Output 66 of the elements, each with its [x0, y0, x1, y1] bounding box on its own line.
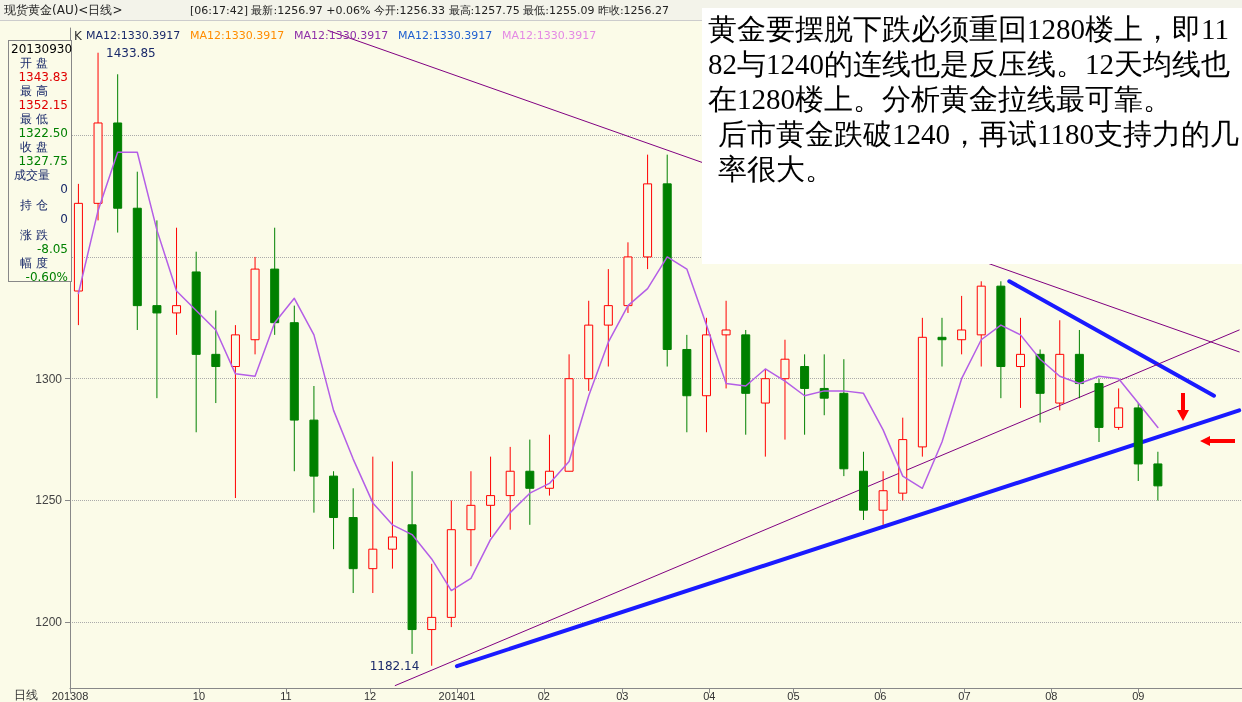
candlestick [387, 461, 397, 570]
text: -8.05 [36, 242, 68, 256]
annotation: 1433.85 [106, 45, 156, 60]
text: 成交量 [14, 168, 50, 182]
y-tick-label: 1250 [35, 493, 63, 508]
candlestick [544, 434, 554, 497]
annotation: 后市黄金跌破1240，再试1180支持力的几率很大。 [717, 117, 1240, 187]
candlestick [368, 456, 378, 594]
text: 现货黄金(AU)<日线> [4, 3, 123, 17]
x-tick-label: 12 [363, 689, 377, 702]
candlestick [1016, 317, 1025, 409]
text: 日线 [14, 688, 38, 702]
x-tick-label: 04 [703, 689, 716, 702]
x-tick-label: 10 [192, 689, 206, 702]
annotation: MA12:1330.3917 [86, 29, 181, 43]
y-tick-label: 1300 [35, 371, 63, 386]
text: 幅 度 [20, 256, 48, 270]
candlestick [525, 439, 535, 526]
x-tick-label: 11 [280, 689, 292, 702]
candlestick [957, 295, 967, 355]
annotation: 黄金要摆脱下跌必须重回1280楼上，即1182与1240的连线也是反压线。12天均线也在1280楼上。分析黄金拉线最可靠。 [708, 12, 1231, 117]
x-tick-label: 08 [1045, 689, 1058, 702]
candlestick [878, 470, 888, 526]
x-tick-label: 07 [958, 689, 971, 702]
text: 1352.15 [18, 98, 68, 112]
note-panel: 黄金要摆脱下跌必须重回1280楼上，即1182与1240的连线也是反压线。12天均线也在1280楼上。分析黄金拉线最可靠。 后市黄金跌破1240，再试1180支持力的几率很大。 [702, 8, 1242, 264]
text: 最 高 [20, 84, 48, 98]
candlestick [211, 310, 221, 404]
x-tick-label: 09 [1132, 689, 1145, 702]
annotation: MA12:1330.3917 [190, 29, 285, 43]
annotation: 1182.14 [369, 658, 420, 673]
text: 最 低 [20, 112, 48, 126]
x-tick-label: 201401 [438, 689, 476, 702]
annotation: 20130930 [11, 42, 73, 56]
annotation: K [74, 29, 82, 43]
x-tick-label: 02 [537, 689, 550, 702]
annotation: MA12:1330.3917 [502, 29, 597, 43]
candlestick [780, 339, 790, 441]
text: [06:17:42] 最新:1256.97 +0.06% 今开:1256.33 最高:1257.75 最低:1255.09 昨收:1256.27 [190, 4, 670, 18]
y-tick-label: 1200 [35, 615, 63, 630]
text: 0 [60, 182, 68, 196]
text: 1327.75 [18, 154, 68, 168]
annotation: MA12:1330.3917 [398, 29, 493, 43]
text: 1343.83 [18, 70, 68, 84]
x-tick-label: 05 [787, 689, 800, 702]
candlestick [1114, 387, 1124, 431]
candlestick [152, 219, 162, 399]
text: 涨 跌 [20, 228, 48, 242]
candlestick [1153, 451, 1163, 501]
candlestick [721, 300, 731, 389]
text: 开 盘 [20, 56, 48, 70]
candlestick [486, 456, 496, 538]
x-tick-label: 03 [616, 689, 629, 702]
text: 1322.50 [18, 126, 68, 140]
text: 0 [60, 212, 68, 226]
line-series [77, 151, 1159, 592]
candlestick [172, 227, 182, 336]
text: 收 盘 [20, 140, 48, 154]
candlestick [937, 317, 947, 368]
x-tick-label: 201308 [51, 689, 89, 702]
text: -0.60% [25, 270, 68, 284]
text: 持 仓 [20, 198, 48, 212]
candlestick [800, 353, 810, 436]
candlestick [603, 268, 613, 368]
candlestick [427, 563, 437, 667]
x-tick-label: 06 [874, 689, 887, 702]
